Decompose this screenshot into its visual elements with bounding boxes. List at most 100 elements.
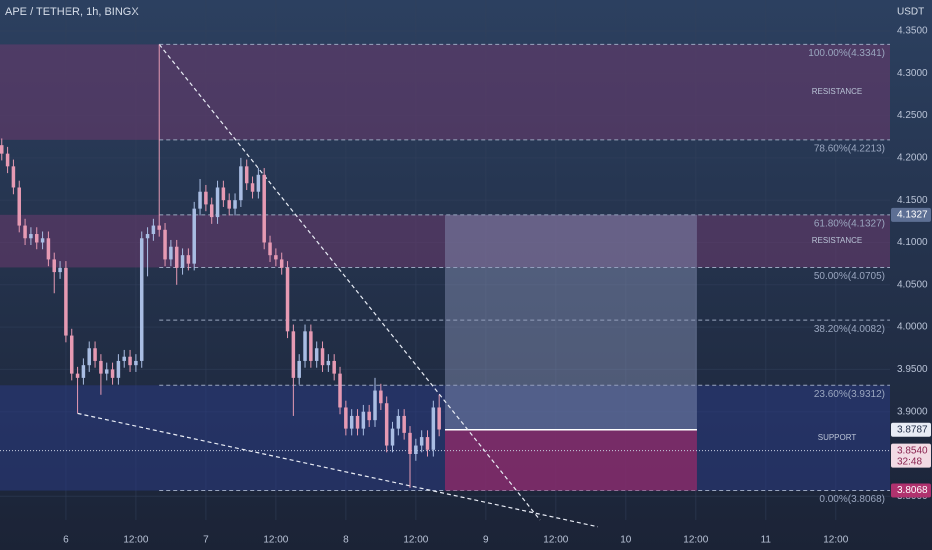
candle-body: [268, 242, 272, 256]
candle-body: [81, 365, 86, 378]
candle-body: [151, 225, 156, 235]
candle-body: [174, 246, 179, 268]
candle-body: [367, 411, 371, 421]
candle-body: [338, 373, 342, 408]
x-tick-label: 10: [620, 535, 632, 546]
y-tick-label: 4.3500: [897, 26, 928, 37]
candle-body: [40, 238, 45, 243]
candle-body: [52, 259, 56, 273]
y-axis-label: USDT: [897, 7, 924, 18]
x-tick-label: 7: [203, 535, 209, 546]
x-tick-label: 11: [761, 535, 772, 546]
candle-body: [361, 411, 366, 429]
price-badge: [891, 422, 931, 437]
candle-body: [204, 191, 208, 205]
y-tick-label: 4.2500: [897, 110, 928, 121]
candle-body: [262, 174, 266, 243]
price-badge: [891, 443, 931, 468]
candle-body: [256, 174, 261, 192]
candle-body: [104, 369, 109, 374]
price-badge-label: 3.8540: [897, 445, 928, 456]
zone-label: RESISTANCE: [812, 236, 863, 245]
candle-body: [303, 331, 307, 361]
candle-body: [215, 187, 220, 218]
candle-body: [373, 390, 377, 421]
price-badge-label: 3.8068: [897, 485, 928, 496]
candle-body: [69, 335, 74, 374]
candle-body: [157, 225, 161, 230]
candle-body: [355, 415, 360, 429]
candle-body: [431, 407, 436, 450]
candle-body: [349, 415, 354, 429]
x-tick-label: 12:00: [683, 535, 708, 546]
candle-body: [437, 407, 441, 430]
candle-body: [122, 356, 126, 361]
candle-body: [46, 238, 51, 260]
candle-body: [408, 432, 412, 455]
candle-body: [390, 428, 395, 446]
candle-body: [139, 238, 144, 361]
candle-body: [134, 360, 138, 366]
candle-body: [169, 246, 173, 260]
candle-body: [186, 255, 191, 264]
candle-body: [29, 234, 33, 239]
candle-body: [145, 234, 150, 239]
candle-body: [379, 390, 383, 404]
fib-label: 61.80%(4.1327): [814, 218, 885, 229]
candle-body: [5, 153, 10, 167]
candle-body: [414, 445, 418, 455]
candle-body: [297, 360, 301, 378]
candle-body: [332, 360, 336, 374]
trend-line: [158, 44, 541, 521]
candle-body: [384, 403, 389, 446]
candle-body: [309, 331, 313, 361]
candle-body: [326, 360, 331, 366]
candle-body: [233, 200, 237, 209]
candle-body: [320, 348, 325, 366]
candle-body: [23, 225, 27, 239]
candle-body: [344, 407, 348, 429]
candle-body: [99, 360, 103, 374]
fib-label: 100.00%(4.3341): [808, 48, 885, 59]
candle-body: [239, 166, 243, 201]
x-tick-label: 12:00: [403, 535, 428, 546]
price-badge: [891, 207, 931, 222]
candle-body: [198, 191, 202, 209]
candle-body: [419, 437, 424, 446]
candle-body: [250, 183, 255, 192]
candle-body: [244, 166, 249, 184]
candle-body: [75, 373, 80, 378]
stop-area: [445, 429, 697, 491]
candle-body: [163, 229, 167, 260]
y-tick-label: 4.1000: [897, 237, 928, 248]
candle-body: [227, 200, 231, 209]
chart-title: APE / TETHER, 1h, BINGX: [5, 6, 139, 18]
candle-body: [274, 255, 278, 260]
candle-body: [128, 356, 132, 366]
x-tick-label: 12:00: [543, 535, 568, 546]
candle-body: [0, 145, 4, 154]
zone: [0, 44, 890, 140]
candle-body: [64, 267, 68, 336]
trend-line: [77, 412, 598, 528]
candle-body: [314, 348, 319, 361]
candle-body: [11, 166, 16, 188]
candle-body: [285, 267, 290, 332]
y-tick-label: 4.1500: [897, 195, 928, 206]
candle-body: [396, 415, 401, 429]
candle-body: [209, 204, 214, 218]
y-tick-label: 3.9500: [897, 364, 928, 375]
candle-body: [180, 255, 185, 268]
target-area: [445, 214, 697, 430]
x-tick-label: 6: [63, 535, 69, 546]
price-badge: [891, 483, 931, 498]
price-badge-countdown: 32:48: [897, 456, 922, 467]
x-tick-label: 12:00: [823, 535, 848, 546]
zone-label: RESISTANCE: [812, 87, 863, 96]
candle-body: [34, 234, 39, 243]
y-tick-label: 3.9000: [897, 406, 928, 417]
x-tick-label: 9: [483, 535, 489, 546]
candle-body: [221, 187, 226, 201]
y-tick-label: 4.0000: [897, 322, 928, 333]
